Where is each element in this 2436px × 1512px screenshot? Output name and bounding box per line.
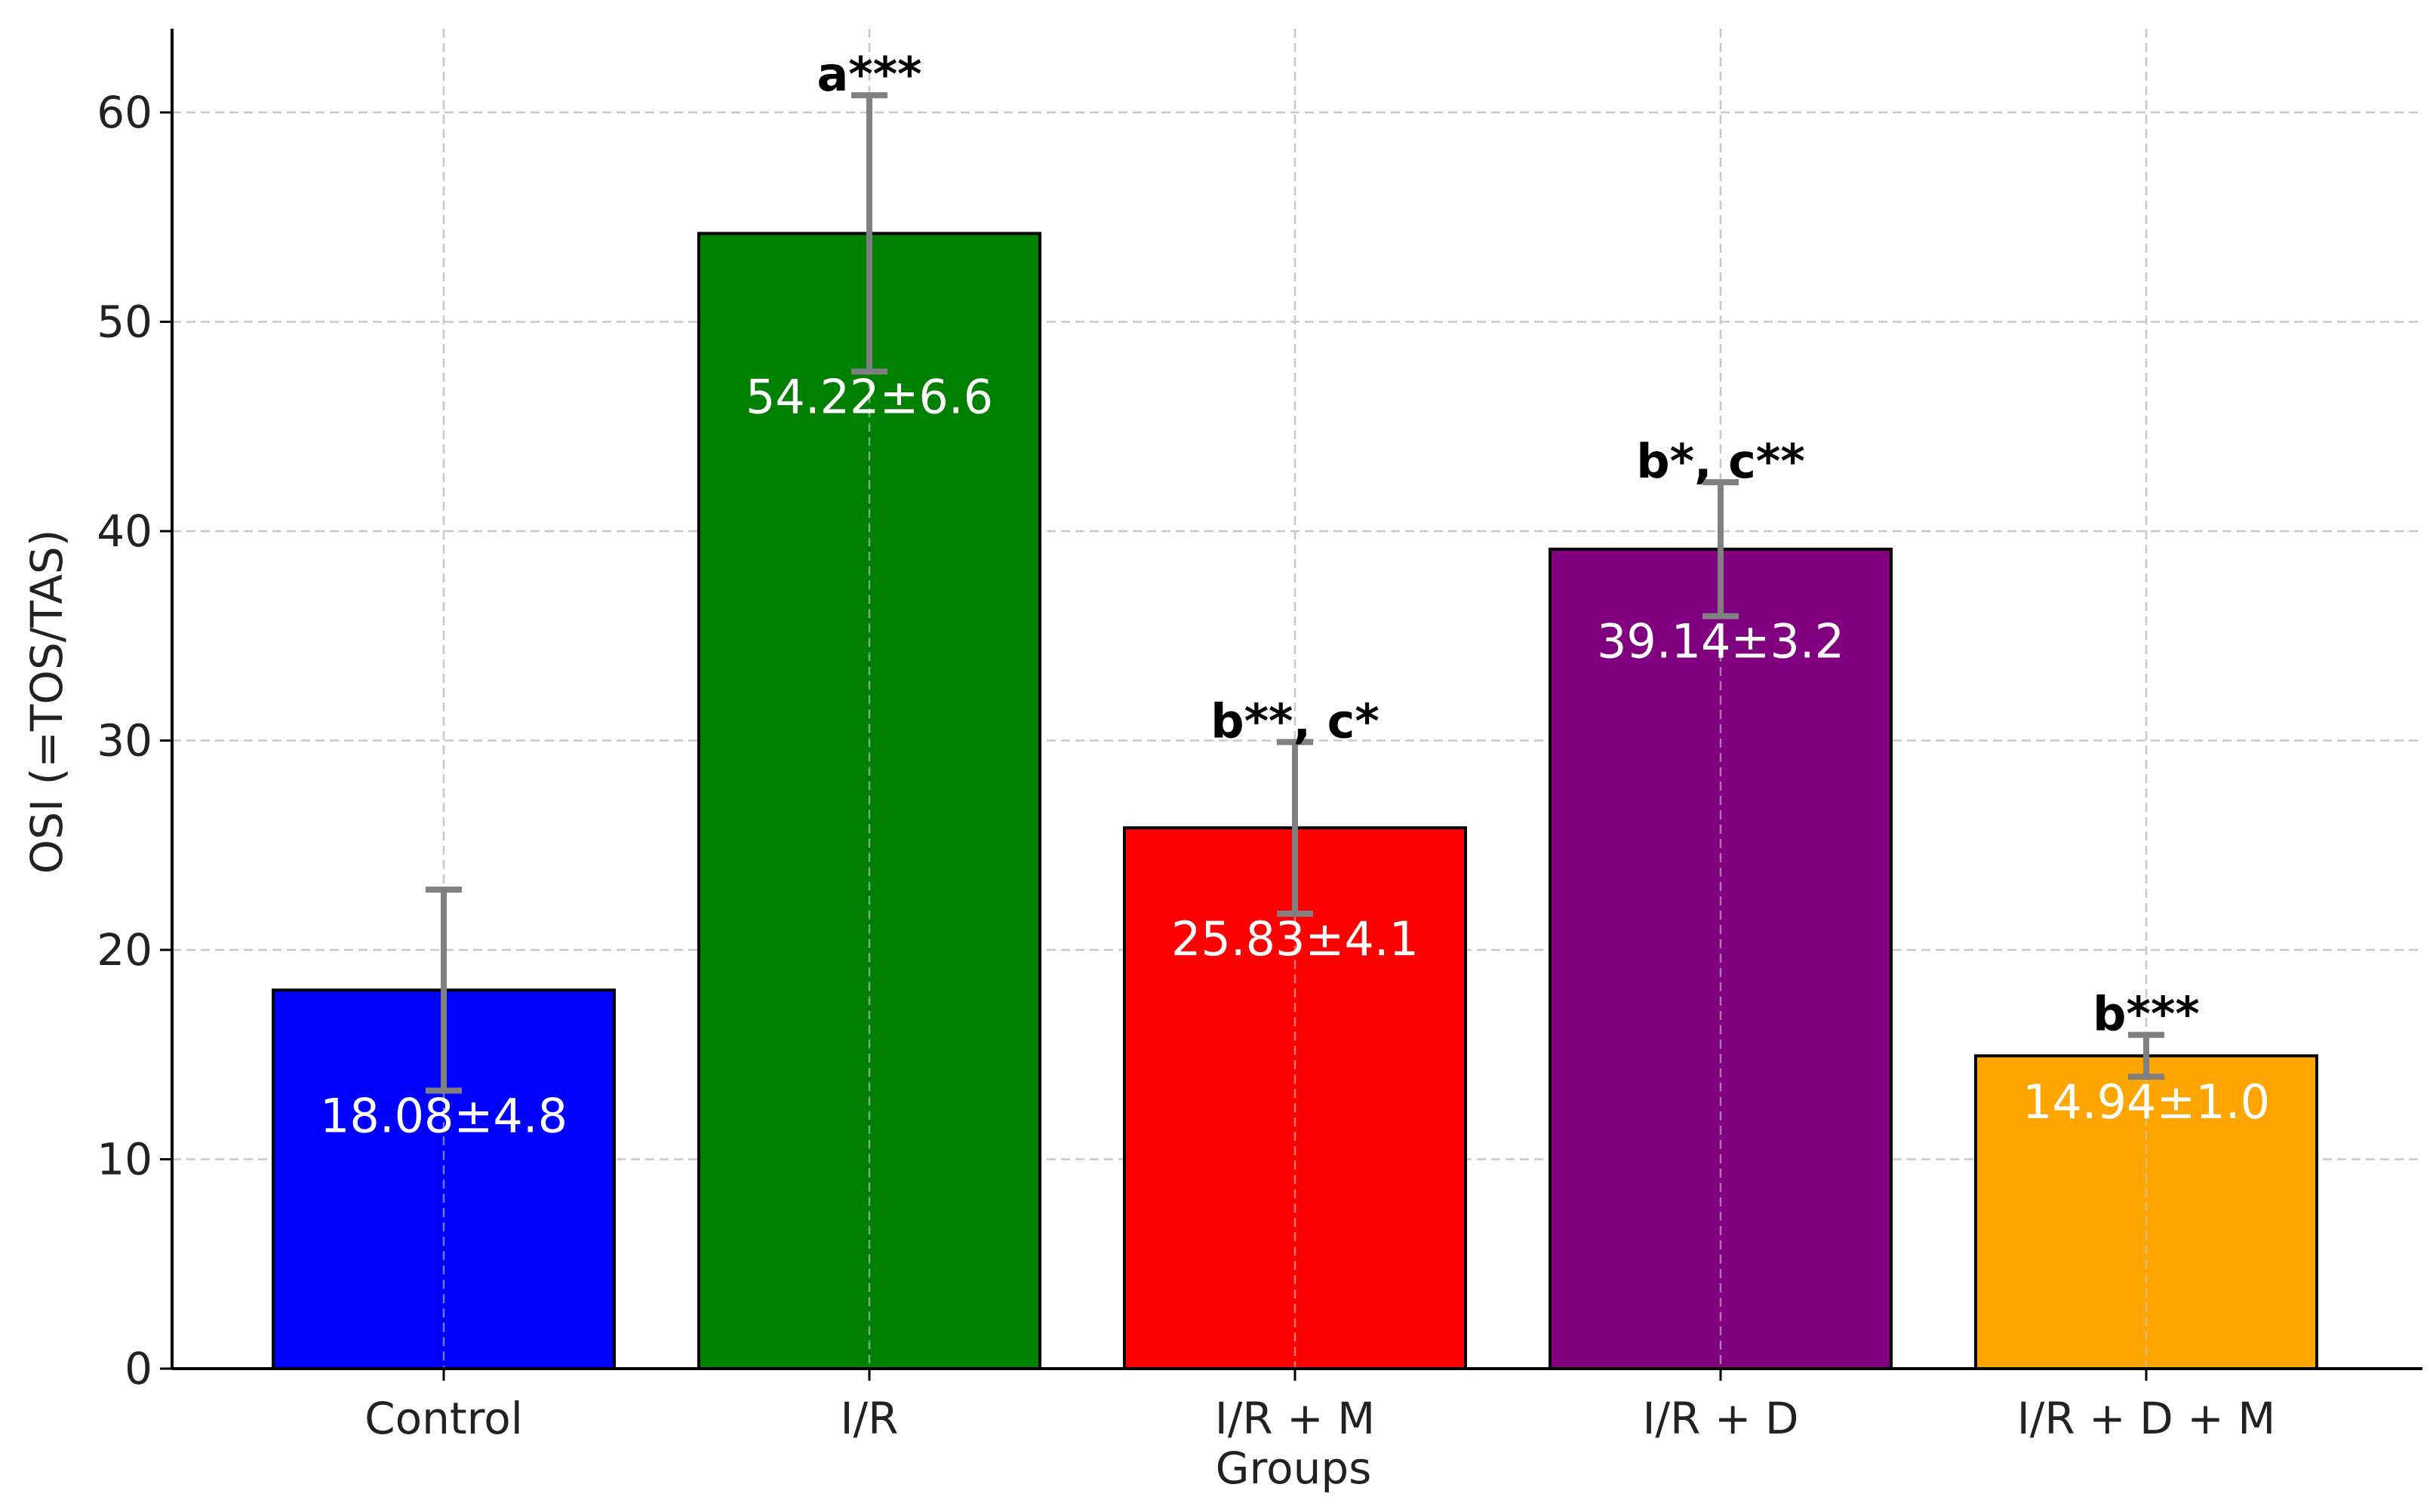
- bars: [272, 92, 2318, 1371]
- value-label-0: 18.08±4.8: [320, 1088, 567, 1143]
- x-tick-label-2: I/R + M: [1215, 1393, 1375, 1444]
- x-tick-label-4: I/R + D + M: [2017, 1393, 2276, 1444]
- value-label-2: 25.83±4.1: [1171, 911, 1419, 967]
- value-label-3: 39.14±3.2: [1597, 614, 1844, 669]
- x-tick-label-0: Control: [364, 1393, 523, 1444]
- significance-label-3: b*, c**: [1636, 434, 1805, 489]
- significance-label-4: b***: [2093, 987, 2200, 1042]
- x-tick-label-3: I/R + D: [1642, 1393, 1798, 1444]
- y-tick-label: 30: [97, 715, 152, 767]
- y-axis-title: OSI (=TOS/TAS): [21, 530, 72, 874]
- significance-label-1: a***: [817, 47, 921, 102]
- significance-label-2: b**, c*: [1210, 693, 1379, 748]
- x-axis-title: Groups: [1216, 1443, 1372, 1494]
- y-tick-label: 10: [97, 1134, 152, 1185]
- y-tick-label: 60: [97, 87, 152, 138]
- y-tick-label: 50: [97, 297, 152, 348]
- x-tick-label-1: I/R: [841, 1393, 899, 1444]
- y-tick-label: 20: [97, 924, 152, 976]
- y-tick-label: 0: [125, 1343, 152, 1394]
- y-tick-label: 40: [97, 506, 152, 557]
- labels: 18.08±4.8 54.22±6.6 a*** 25.83±4.1 b**, c* 39…: [320, 47, 2270, 1143]
- axes: 0 10 20 30 40 50 60 Control I/R I/R + M I/R + D I/R…: [97, 29, 2422, 1444]
- value-label-1: 54.22±6.6: [746, 370, 993, 425]
- value-label-4: 14.94±1.0: [2022, 1074, 2270, 1129]
